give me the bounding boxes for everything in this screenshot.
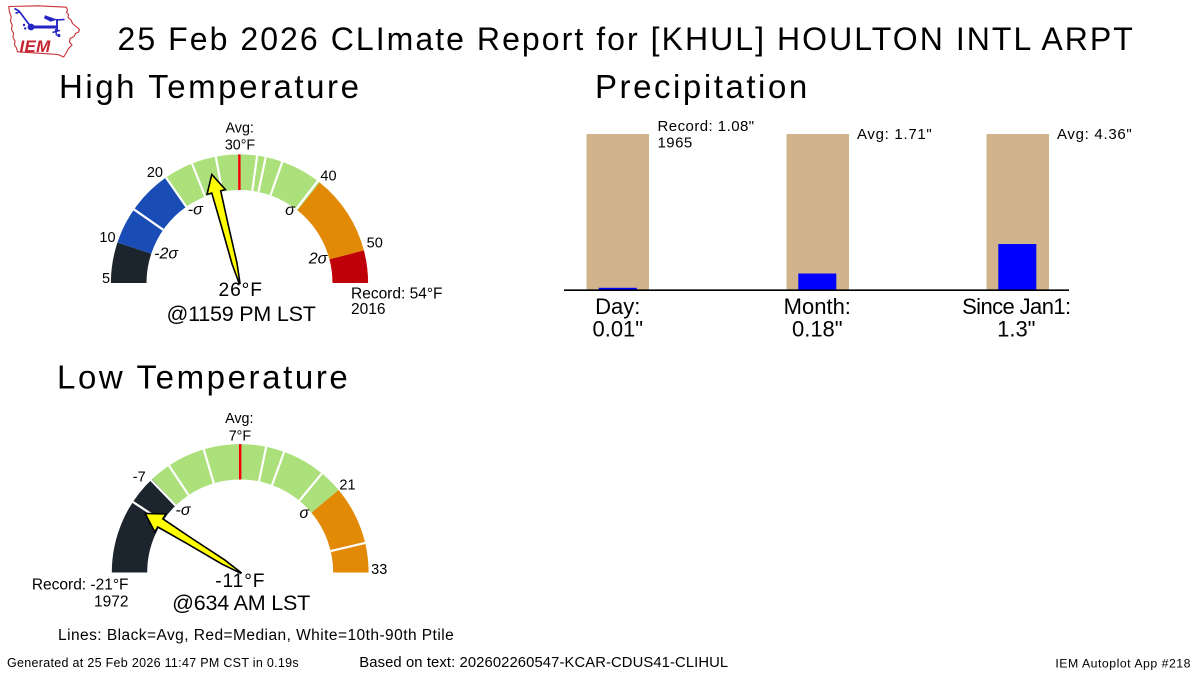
svg-text:40: 40 [320, 168, 336, 184]
svg-text:Lines: Black=Avg, Red=Median,: Lines: Black=Avg, Red=Median, White=10th… [58, 627, 454, 644]
svg-text:-2σ: -2σ [154, 246, 179, 263]
svg-text:Based on text: 202602260547-KC: Based on text: 202602260547-KCAR-CDUS41-… [359, 655, 728, 671]
svg-text:21: 21 [339, 477, 355, 493]
svg-text:Record: 1.08": Record: 1.08" [658, 118, 755, 135]
svg-text:10: 10 [99, 230, 115, 246]
svg-text:1972: 1972 [94, 594, 128, 611]
svg-text:IEM Autoplot App #218: IEM Autoplot App #218 [1055, 656, 1191, 670]
svg-text:Generated at 25 Feb 2026 11:47: Generated at 25 Feb 2026 11:47 PM CST in… [7, 656, 299, 670]
svg-text:IEM: IEM [20, 37, 52, 56]
svg-text:Avg:: Avg: [225, 411, 253, 427]
svg-text:1.3": 1.3" [997, 316, 1035, 341]
svg-text:26°F: 26°F [219, 280, 263, 301]
svg-text:Avg: 4.36": Avg: 4.36" [1057, 126, 1132, 143]
svg-text:7°F: 7°F [229, 428, 252, 444]
svg-text:Low Temperature: Low Temperature [57, 359, 350, 396]
svg-text:30°F: 30°F [225, 137, 256, 153]
svg-text:0.18": 0.18" [792, 316, 843, 341]
svg-text:Record: 54°F: Record: 54°F [351, 285, 443, 302]
svg-text:Record: -21°F: Record: -21°F [32, 576, 129, 593]
svg-text:2σ: 2σ [308, 251, 329, 268]
svg-text:@1159 PM LST: @1159 PM LST [166, 302, 315, 326]
svg-text:Month:: Month: [784, 294, 851, 319]
svg-text:25 Feb 2026 CLImate Report for: 25 Feb 2026 CLImate Report for [KHUL] HO… [118, 21, 1135, 57]
svg-text:σ: σ [285, 202, 296, 219]
svg-text:Precipitation: Precipitation [595, 68, 810, 105]
svg-text:1965: 1965 [658, 134, 693, 151]
svg-text:0.01": 0.01" [592, 316, 643, 341]
svg-text:@634 AM LST: @634 AM LST [172, 591, 310, 615]
svg-text:50: 50 [367, 236, 383, 252]
svg-text:High Temperature: High Temperature [59, 68, 362, 105]
svg-text:Day:: Day: [595, 294, 640, 319]
svg-text:20: 20 [147, 165, 163, 181]
svg-text:-σ: -σ [176, 502, 192, 519]
svg-text:Avg: 1.71": Avg: 1.71" [857, 126, 932, 143]
svg-text:-7: -7 [133, 470, 146, 486]
svg-text:5: 5 [102, 271, 110, 287]
svg-text:Avg:: Avg: [226, 121, 254, 137]
svg-text:33: 33 [371, 562, 387, 578]
svg-text:σ: σ [299, 505, 310, 522]
svg-text:-σ: -σ [188, 201, 204, 218]
svg-text:2016: 2016 [351, 301, 385, 318]
svg-text:Since Jan1:: Since Jan1: [962, 294, 1070, 319]
svg-text:-11°F: -11°F [215, 571, 265, 592]
